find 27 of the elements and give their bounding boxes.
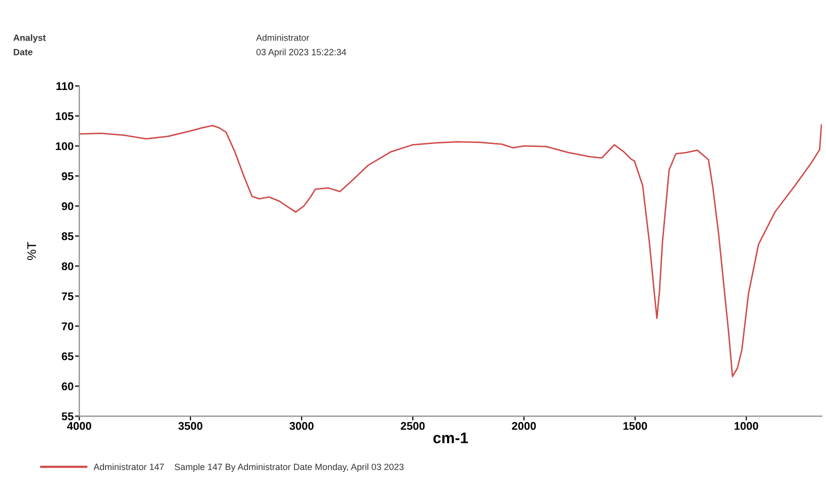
x-tick-label: 1500 xyxy=(623,422,648,430)
line-series xyxy=(79,124,822,378)
y-tick-label: 70 xyxy=(62,322,74,330)
text: Administrator xyxy=(256,34,310,41)
legend-label: Administrator 147 Sample 147 By Administrator Date Monday, April 03 2023 xyxy=(94,463,404,472)
y-tick-label: 85 xyxy=(62,232,74,240)
x-tick-label: 3000 xyxy=(290,422,314,430)
text: Date xyxy=(14,48,32,56)
y-tick-label: 65 xyxy=(62,352,74,360)
y-tick-label: 100 xyxy=(56,142,74,150)
y-tick-label: 110 xyxy=(56,82,74,90)
y-tick-label: 60 xyxy=(62,382,74,390)
x-tick-label: 2500 xyxy=(400,422,425,430)
x-tick-label: 3500 xyxy=(178,422,202,430)
y-tick-label: 80 xyxy=(62,262,74,270)
y-tick-label: 95 xyxy=(62,172,74,180)
y-tick-label: 55 xyxy=(62,412,74,420)
x-tick-label: 4000 xyxy=(67,422,92,430)
text: 03 April 2023 15:22:34 xyxy=(256,48,346,58)
text: Analyst xyxy=(13,34,46,43)
y-tick-label: 90 xyxy=(62,202,74,210)
y-tick-label: 105 xyxy=(56,112,74,120)
y-tick-label: 75 xyxy=(62,292,74,300)
x-tick-label: 1000 xyxy=(734,422,758,430)
x-tick-label: 2000 xyxy=(512,422,536,430)
y-axis-title: %T xyxy=(27,242,36,260)
x-axis-title: cm-1 xyxy=(433,432,468,444)
